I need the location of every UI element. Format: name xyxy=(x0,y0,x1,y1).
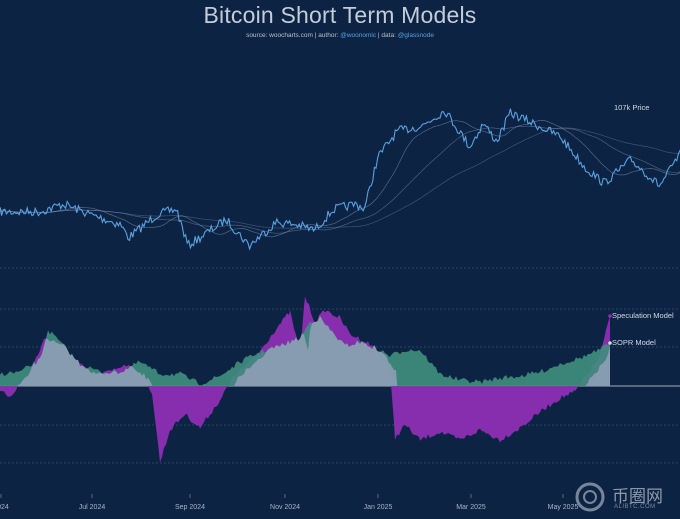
data-separator: | data: xyxy=(376,32,398,39)
price-panel xyxy=(0,108,680,251)
x-tick-label: Mar 2025 xyxy=(456,504,486,511)
speculation-model-marker xyxy=(608,314,612,318)
watermark-subtext: ALIBTC.COM xyxy=(614,504,656,510)
moving-average-line xyxy=(0,125,680,234)
moving-average-line xyxy=(0,119,680,238)
x-tick-label: Jan 2025 xyxy=(364,504,393,511)
author-link[interactable]: @woonomic xyxy=(340,32,377,39)
end-labels: 107k Price Speculation Model SOPR Model xyxy=(612,103,674,347)
price-end-label: 107k Price xyxy=(614,103,649,112)
watermark-icon xyxy=(575,482,605,512)
sopr-model-marker xyxy=(608,341,612,345)
moving-average-line xyxy=(0,127,680,229)
moving-average-lines xyxy=(0,119,680,238)
sopr-model-label: SOPR Model xyxy=(612,338,656,347)
speculation-model-label: Speculation Model xyxy=(612,311,674,320)
x-tick-label: Nov 2024 xyxy=(270,504,300,511)
x-tick-label: Sep 2024 xyxy=(175,504,205,511)
price-line xyxy=(0,108,680,251)
chart-title: Bitcoin Short Term Models xyxy=(203,2,477,28)
x-tick-label: May 2025 xyxy=(548,504,579,511)
data-source-link[interactable]: @glassnode xyxy=(397,32,434,39)
watermark-text: 币圈网 xyxy=(612,487,663,507)
x-tick-label: 2024 xyxy=(0,504,9,511)
watermark-logo: 币圈网 ALIBTC.COM xyxy=(574,480,678,514)
models-overlap-area xyxy=(0,315,610,386)
x-axis: 2024 Jul 2024 Sep 2024 Nov 2024 Jan 2025 Mar … xyxy=(0,494,578,511)
source-line: source: woocharts.com | author: @woonomi… xyxy=(0,32,680,39)
x-tick-label: Jul 2024 xyxy=(79,504,106,511)
source-prefix: source: woocharts.com | author: xyxy=(246,32,341,39)
models-panel xyxy=(0,296,612,463)
